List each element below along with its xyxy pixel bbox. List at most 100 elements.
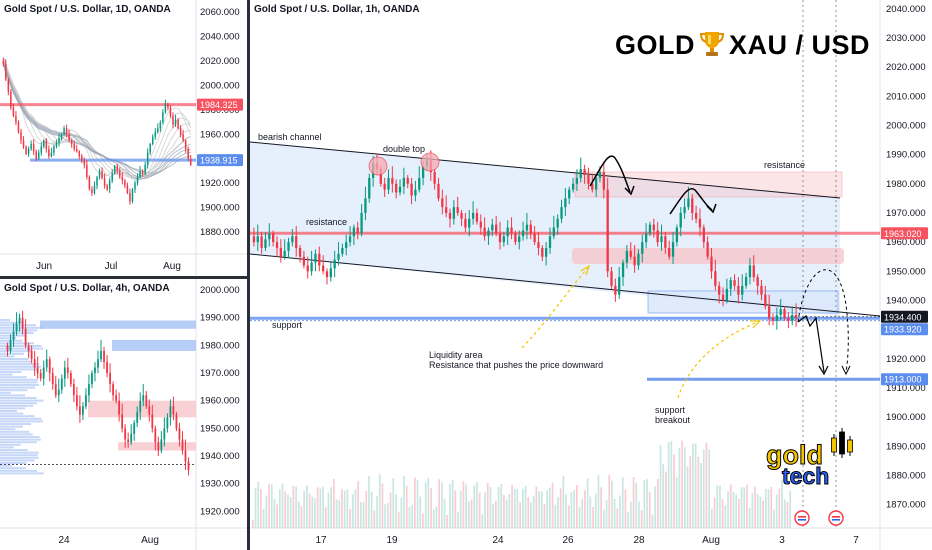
main-candle	[337, 253, 340, 260]
daily-candle	[17, 122, 20, 132]
main-volume-bar	[524, 486, 527, 528]
daily-candle	[172, 116, 174, 125]
main-candle	[744, 277, 748, 286]
main-volume-bar	[775, 494, 778, 528]
main-volume-bar	[362, 501, 365, 528]
main-candle	[495, 224, 498, 234]
main-volume-bar	[576, 485, 578, 528]
main-chart-svg[interactable]: 2040.000 2030.000 2020.000 2010.000 2000.000…	[250, 0, 932, 550]
daily-candle	[136, 177, 139, 184]
daily-chart-svg[interactable]: 2060.0002040.0002020.0002000.0001980.000…	[0, 0, 247, 276]
h4-volume-profile-bar	[0, 430, 30, 433]
main-volume-bar	[432, 509, 435, 528]
main-volume-bar	[702, 449, 705, 528]
daily-candle	[179, 128, 182, 135]
h4-volume-profile-bar	[0, 469, 38, 472]
daily-candle	[121, 177, 124, 181]
main-candle	[368, 177, 371, 199]
h4-candle	[42, 367, 45, 379]
us-flag-event-icon-stripe	[832, 519, 840, 521]
main-candle	[506, 227, 509, 237]
main-volume-bar	[454, 490, 457, 528]
main-y-tick: 1940.000	[886, 295, 926, 306]
h4-volume-profile-bar	[0, 464, 12, 467]
main-y-tick: 2040.000	[886, 4, 926, 15]
main-volume-bar	[314, 498, 316, 528]
main-candle	[260, 236, 263, 248]
main-candle	[594, 177, 598, 190]
main-volume-bar	[478, 492, 481, 528]
h4-candle	[69, 373, 72, 385]
daily-candle	[184, 140, 187, 149]
main-volume-bar	[713, 497, 716, 528]
main-swing-arrowhead	[624, 185, 635, 196]
main-volume-bar	[492, 503, 494, 528]
main-volume-bar	[449, 483, 451, 528]
main-volume-bar	[746, 484, 748, 528]
main-chart-panel[interactable]: 2040.000 2030.000 2020.000 2010.000 2000.000…	[250, 0, 932, 550]
main-liquidity-arrow	[521, 267, 589, 349]
main-candle	[406, 177, 409, 184]
main-volume-bar	[551, 482, 554, 528]
daily-candle	[58, 137, 60, 143]
main-candle	[483, 227, 486, 237]
main-support-breakout-label: support	[655, 405, 686, 415]
h4-candle	[30, 350, 33, 360]
h4-candle	[72, 384, 75, 396]
main-candle	[487, 230, 490, 237]
main-volume-bar	[778, 488, 781, 528]
main-candle	[275, 242, 279, 248]
main-candle	[621, 262, 625, 278]
vertical-divider[interactable]	[247, 0, 250, 550]
daily-candle	[53, 146, 55, 153]
daily-candle	[149, 144, 151, 153]
main-candle	[437, 183, 440, 199]
main-volume-bar	[500, 484, 503, 528]
main-volume-bar	[308, 493, 311, 528]
main-candle	[356, 227, 359, 234]
h4-volume-profile-bar	[0, 433, 33, 436]
daily-candle	[144, 164, 146, 174]
main-volume-bar	[589, 496, 592, 528]
main-candle	[364, 198, 367, 213]
daily-y-tick: 1960.000	[200, 129, 240, 140]
main-alt-projection-path	[797, 269, 849, 373]
main-volume-bar	[473, 485, 476, 528]
daily-chart-panel[interactable]: 2060.0002040.0002020.0002000.0001980.000…	[0, 0, 247, 276]
main-candle	[287, 242, 290, 251]
main-candle	[579, 169, 582, 178]
main-candle	[441, 198, 444, 208]
main-candle	[714, 271, 717, 286]
main-candle	[479, 221, 482, 228]
h4-volume-profile-bar	[0, 438, 41, 441]
main-volume-bar	[495, 500, 497, 528]
main-last-price-tag-label: 1934.400	[884, 312, 922, 322]
main-volume-bar	[557, 497, 559, 528]
h4-candle	[139, 400, 142, 412]
main-volume-bar	[262, 508, 265, 528]
daily-ma-line	[2, 56, 192, 178]
main-candle	[391, 177, 394, 184]
main-volume-bar	[643, 480, 646, 528]
daily-candle	[154, 131, 157, 137]
h4-chart-panel[interactable]: 2000.000 1990.000 1980.000 1970.000 1960.000…	[0, 279, 247, 550]
main-volume-bar	[573, 490, 575, 528]
main-volume-bar	[527, 497, 530, 528]
main-candle	[502, 236, 506, 243]
h4-volume-profile-bar	[0, 443, 21, 446]
main-volume-bar	[675, 477, 678, 528]
h4-volume-profile-bar	[0, 451, 39, 454]
logo-gold-text: gold	[766, 440, 823, 470]
main-volume-bar	[754, 486, 756, 528]
daily-candle	[96, 177, 98, 186]
horizontal-divider[interactable]	[0, 276, 247, 279]
main-candle	[383, 183, 386, 190]
h4-volume-profile-bar	[0, 386, 36, 389]
h4-blue-zone-lower	[112, 339, 196, 351]
main-candle	[556, 218, 559, 228]
main-volume-bar	[489, 486, 492, 528]
h4-chart-svg[interactable]: 2000.000 1990.000 1980.000 1970.000 1960.000…	[0, 279, 247, 550]
daily-candle	[131, 189, 134, 202]
main-volume-bar	[724, 505, 727, 528]
main-volume-bar	[789, 490, 791, 528]
